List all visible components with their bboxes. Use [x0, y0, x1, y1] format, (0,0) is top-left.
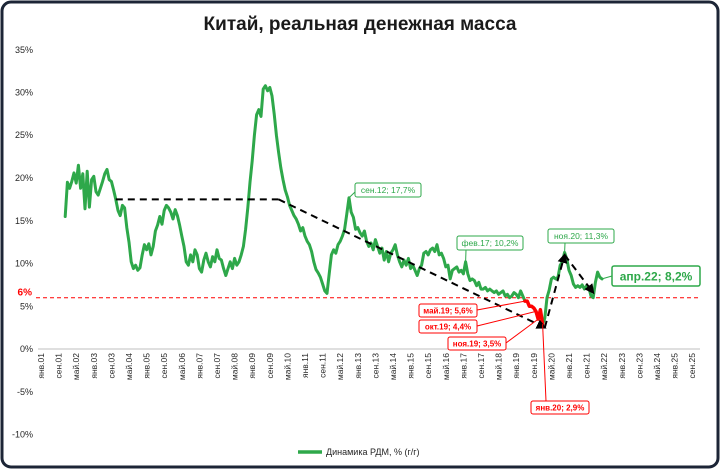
annotation-label: ноя.20; 11,3% — [554, 231, 608, 241]
x-tick-label: май.12 — [335, 353, 345, 380]
annotations-group: сен.12; 17,7% фев.17; 10,2% ноя.20; 11,3% а… — [348, 182, 701, 415]
x-tick-label: май.22 — [599, 353, 609, 380]
legend: Динамика РДМ, % (г/г) — [298, 447, 420, 457]
y-tick-label: -5% — [17, 387, 33, 397]
x-tick-label: янв.25 — [670, 353, 680, 379]
x-tick-label: янв.19 — [511, 353, 521, 379]
x-tick-label: янв.07 — [194, 353, 204, 379]
series-group — [63, 84, 604, 326]
x-tick-label: янв.15 — [406, 353, 416, 379]
x-tick-label: сен.09 — [265, 353, 275, 379]
annotation-box — [354, 182, 422, 198]
x-tick-label: янв.21 — [564, 353, 574, 379]
x-tick-label: май.18 — [494, 353, 504, 380]
x-tick-label: янв.13 — [353, 353, 363, 379]
y-tick-label: 25% — [15, 130, 33, 140]
annotation-connector — [348, 191, 356, 199]
annotation-connector — [542, 324, 547, 402]
x-tick-label: сен.03 — [106, 353, 116, 379]
threshold-label: 6% — [18, 288, 33, 299]
x-tick-label: сен.17 — [476, 353, 486, 379]
x-tick-label: май.24 — [652, 353, 662, 380]
x-tick-label: янв.03 — [89, 353, 99, 379]
x-tick-label: май.02 — [71, 353, 81, 380]
chart-title: Китай, реальная денежная масса — [204, 14, 517, 35]
annotation-label: окт.19; 4,4% — [425, 322, 471, 331]
annotation-connector — [476, 310, 537, 327]
annotation-label: май.19; 5,6% — [423, 306, 472, 315]
x-tick-label: сен.13 — [370, 353, 380, 379]
annotation-box — [547, 228, 615, 244]
x-tick-label: май.10 — [282, 353, 292, 380]
x-tick-label: янв.01 — [36, 353, 46, 379]
y-tick-label: -10% — [12, 430, 33, 440]
legend-label: Динамика РДМ, % (г/г) — [326, 447, 420, 457]
threshold-group: 6% — [18, 288, 700, 299]
x-tick-label: май.06 — [177, 353, 187, 380]
annotation-connector — [505, 318, 539, 344]
trend-line-segment — [563, 254, 595, 295]
x-tick-label: сен.05 — [159, 353, 169, 379]
annotation-connector — [476, 300, 526, 311]
annotation-label: фев.17; 10,2% — [462, 238, 519, 248]
annotation-label: ноя.19; 3,5% — [453, 339, 502, 348]
x-tick-label: янв.05 — [142, 353, 152, 379]
annotation-box — [418, 303, 478, 318]
x-tick-label: сен.23 — [634, 353, 644, 379]
x-tick-label: май.14 — [388, 353, 398, 380]
x-tick-label: сен.11 — [318, 353, 328, 378]
x-tick-label: май.08 — [230, 353, 240, 380]
trend-line-segment — [543, 252, 568, 328]
annotation-label: апр.22; 8,2% — [620, 269, 693, 283]
annotation-label: сен.12; 17,7% — [361, 185, 416, 195]
x-tick-label: янв.23 — [617, 353, 627, 379]
y-tick-label: 20% — [15, 173, 33, 183]
annotation-box — [447, 336, 507, 351]
annotation-box — [530, 400, 590, 415]
y-tick-label: 0% — [20, 344, 33, 354]
y-axis: 35% 30% 25% 20% 15% 10% 5% 0% -5% -10% — [12, 45, 33, 440]
x-tick-label: сен.19 — [529, 353, 539, 379]
annotation-connector — [601, 275, 613, 280]
x-tick-label: сен.01 — [54, 353, 64, 379]
x-tick-label: сен.15 — [423, 353, 433, 379]
x-tick-label: сен.25 — [687, 353, 697, 379]
x-tick-label: май.16 — [441, 353, 451, 380]
trend-line-segment — [278, 198, 547, 329]
x-tick-label: сен.07 — [212, 353, 222, 379]
y-tick-label: 35% — [15, 45, 33, 55]
x-axis: янв.01 сен.01 май.02 янв.03 сен.03 май.04 янв.… — [36, 348, 700, 380]
x-tick-label: янв.17 — [458, 353, 468, 379]
y-tick-label: 15% — [15, 216, 33, 226]
annotation-label: янв.20; 2,9% — [536, 403, 585, 412]
annotation-box — [456, 235, 524, 251]
y-tick-label: 5% — [20, 301, 33, 311]
annotation-box — [611, 265, 701, 287]
x-tick-label: янв.09 — [247, 353, 257, 379]
x-tick-label: янв.11 — [300, 353, 310, 378]
x-tick-label: май.04 — [124, 353, 134, 380]
highlight-segment — [523, 299, 545, 326]
annotation-box — [418, 319, 478, 334]
trend-line-group — [115, 198, 595, 329]
y-tick-label: 30% — [15, 88, 33, 98]
y-tick-label: 10% — [15, 259, 33, 269]
x-tick-label: сен.21 — [582, 353, 592, 379]
x-tick-label: май.20 — [546, 353, 556, 380]
series-line — [63, 84, 604, 326]
